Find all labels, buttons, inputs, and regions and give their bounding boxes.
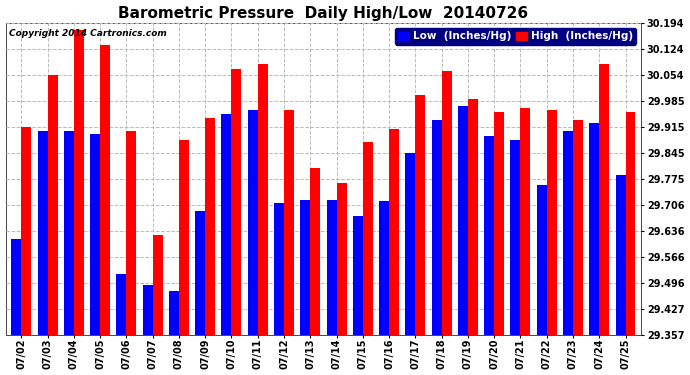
Legend: Low  (Inches/Hg), High  (Inches/Hg): Low (Inches/Hg), High (Inches/Hg) xyxy=(395,28,636,45)
Bar xyxy=(615,176,626,334)
Bar xyxy=(626,112,635,334)
Bar xyxy=(195,211,205,334)
Bar xyxy=(353,216,363,334)
Bar xyxy=(599,64,609,334)
Bar xyxy=(379,201,389,334)
Bar xyxy=(415,95,425,334)
Bar xyxy=(442,71,451,334)
Bar xyxy=(563,130,573,334)
Bar xyxy=(221,114,231,334)
Bar xyxy=(389,129,399,334)
Bar xyxy=(179,140,189,334)
Bar xyxy=(74,30,84,334)
Title: Barometric Pressure  Daily High/Low  20140726: Barometric Pressure Daily High/Low 20140… xyxy=(119,6,529,21)
Bar xyxy=(337,183,346,334)
Bar xyxy=(432,120,442,334)
Bar xyxy=(300,200,310,334)
Bar xyxy=(205,118,215,334)
Bar xyxy=(117,274,126,334)
Bar xyxy=(573,120,583,334)
Bar xyxy=(90,134,100,334)
Bar xyxy=(126,130,137,334)
Bar xyxy=(405,153,415,334)
Bar xyxy=(100,45,110,334)
Bar xyxy=(546,110,557,334)
Bar xyxy=(48,75,57,334)
Bar xyxy=(11,238,21,334)
Bar xyxy=(274,203,284,334)
Bar xyxy=(537,184,546,334)
Bar xyxy=(37,130,48,334)
Bar xyxy=(143,285,152,334)
Bar xyxy=(231,69,241,334)
Bar xyxy=(152,235,163,334)
Text: Copyright 2014 Cartronics.com: Copyright 2014 Cartronics.com xyxy=(9,29,166,38)
Bar xyxy=(484,136,494,334)
Bar xyxy=(520,108,531,334)
Bar xyxy=(248,110,258,334)
Bar xyxy=(310,168,320,334)
Bar xyxy=(169,291,179,334)
Bar xyxy=(326,200,337,334)
Bar xyxy=(589,123,599,334)
Bar xyxy=(494,112,504,334)
Bar xyxy=(284,110,294,334)
Bar xyxy=(258,64,268,334)
Bar xyxy=(458,106,468,334)
Bar xyxy=(64,130,74,334)
Bar xyxy=(363,142,373,334)
Bar xyxy=(468,99,478,334)
Bar xyxy=(21,127,31,334)
Bar xyxy=(511,140,520,334)
